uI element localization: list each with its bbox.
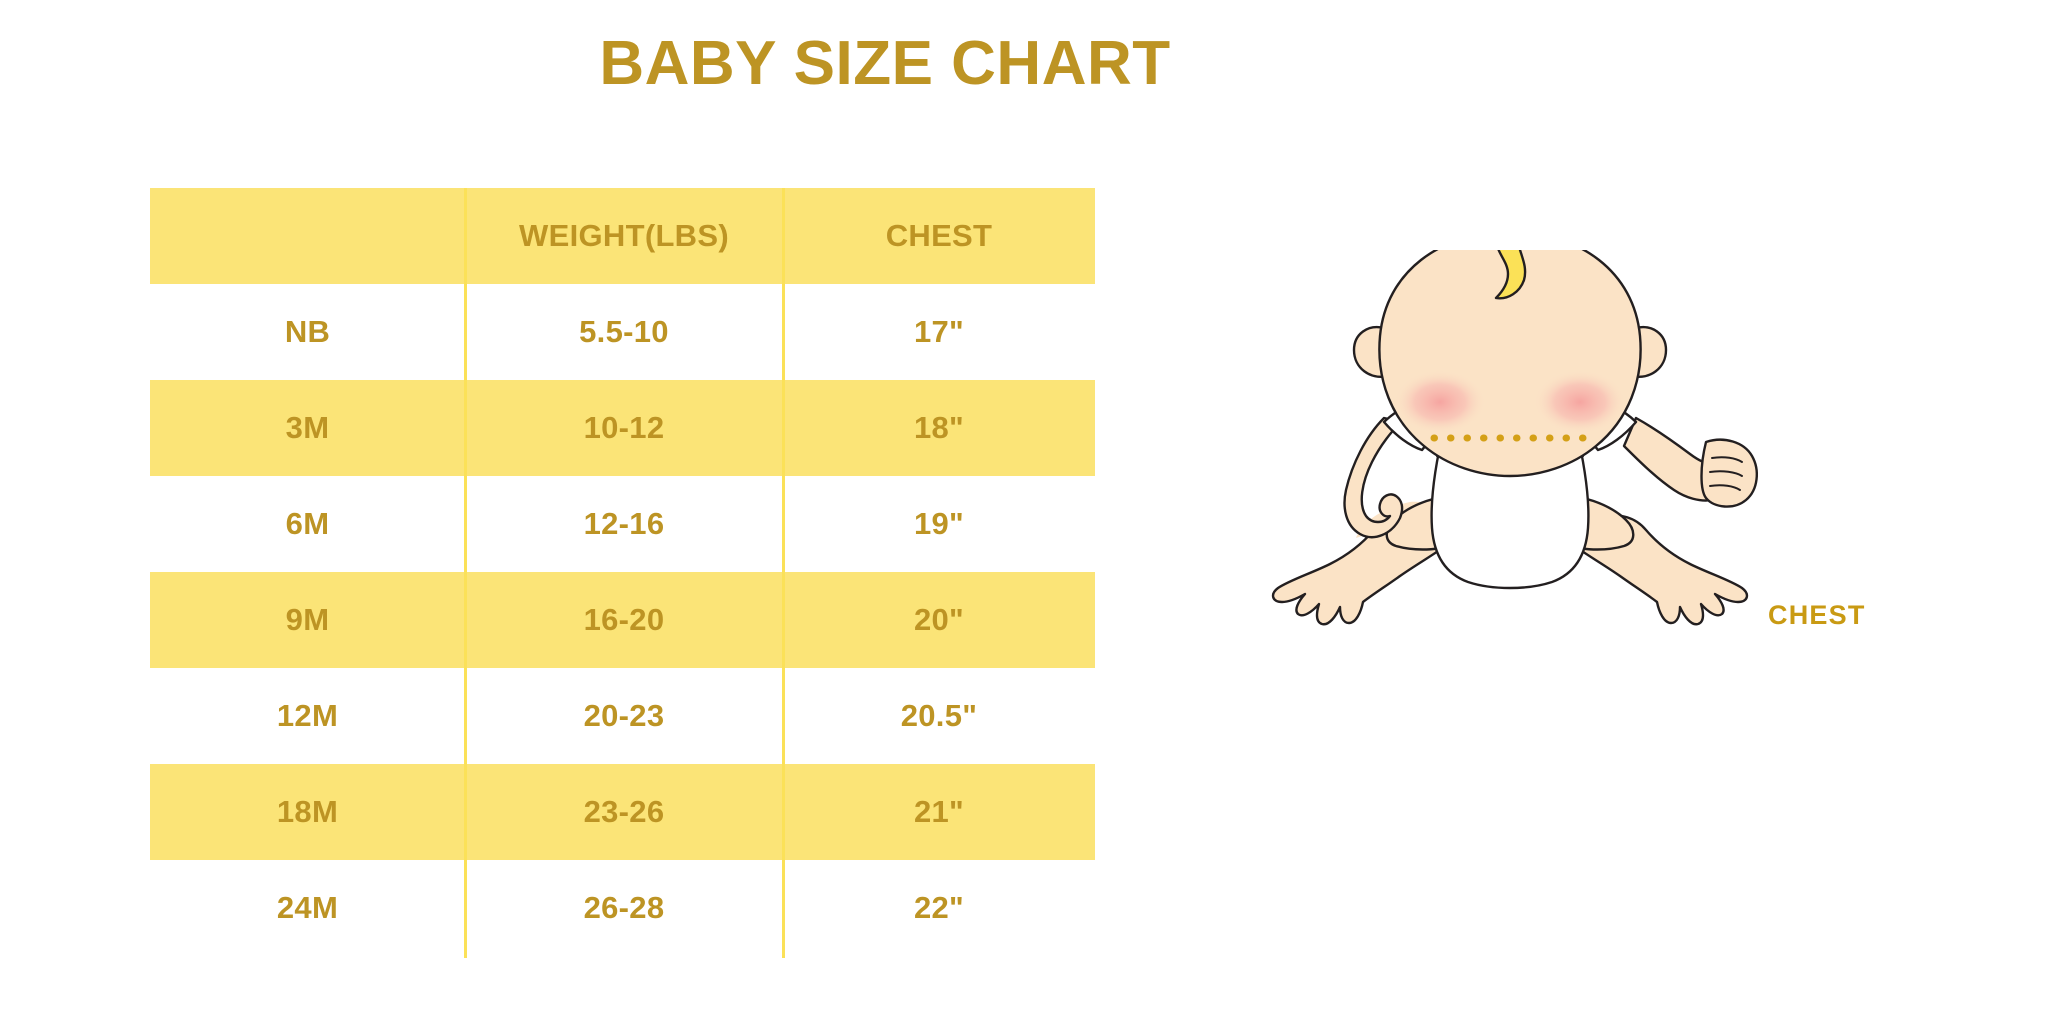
table-row: 18M 23-26 21" [150,764,1095,860]
cell-size: NB [284,314,331,349]
baby-size-table: WEIGHT(LBS) CHEST NB 5.5-10 17" 3M 10-12… [150,188,1095,956]
cell-weight: 26-28 [583,890,665,925]
column-header-chest: CHEST [885,218,993,253]
table-row: NB 5.5-10 17" [150,284,1095,380]
page-title-text: BABY SIZE CHART [599,29,1171,98]
cell-weight: 10-12 [583,410,665,445]
cell-weight: 23-26 [583,794,665,829]
cell-chest: 22" [913,890,965,925]
baby-blush-right [1534,370,1626,434]
table-column-divider-2 [782,188,785,958]
cell-chest: 19" [913,506,965,541]
cell-chest: 21" [913,794,965,829]
cell-chest: 17" [913,314,965,349]
cell-weight: 5.5-10 [579,314,669,349]
cell-size: 12M [276,698,339,733]
baby-right-arm [1622,416,1758,508]
page-title: BABY SIZE CHART [150,28,1620,99]
cell-chest: 20.5" [900,698,978,733]
table-row: 3M 10-12 18" [150,380,1095,476]
baby-blush-left [1394,370,1486,434]
baby-head [1352,196,1668,478]
chest-label: CHEST [1768,600,1866,630]
cell-weight: 12-16 [583,506,665,541]
cell-size: 24M [276,890,339,925]
cell-size: 9M [285,602,330,637]
baby-fist [1700,438,1758,508]
column-header-weight: WEIGHT(LBS) [519,218,729,253]
table-row: 12M 20-23 20.5" [150,668,1095,764]
table-row: 24M 26-28 22" [150,860,1095,956]
table-row: 9M 16-20 20" [150,572,1095,668]
table-header-row: WEIGHT(LBS) CHEST [150,188,1095,284]
cell-size: 6M [285,506,330,541]
cell-size: 3M [285,410,330,445]
table-column-divider-1 [464,188,467,958]
cell-chest: 20" [913,602,965,637]
cell-size: 18M [276,794,339,829]
column-header-size [150,188,465,284]
baby-illustration [1250,196,1770,680]
baby-left-arm [1343,416,1404,539]
table-row: 6M 12-16 19" [150,476,1095,572]
cell-weight: 16-20 [583,602,665,637]
cell-weight: 20-23 [583,698,665,733]
cell-chest: 18" [913,410,965,445]
